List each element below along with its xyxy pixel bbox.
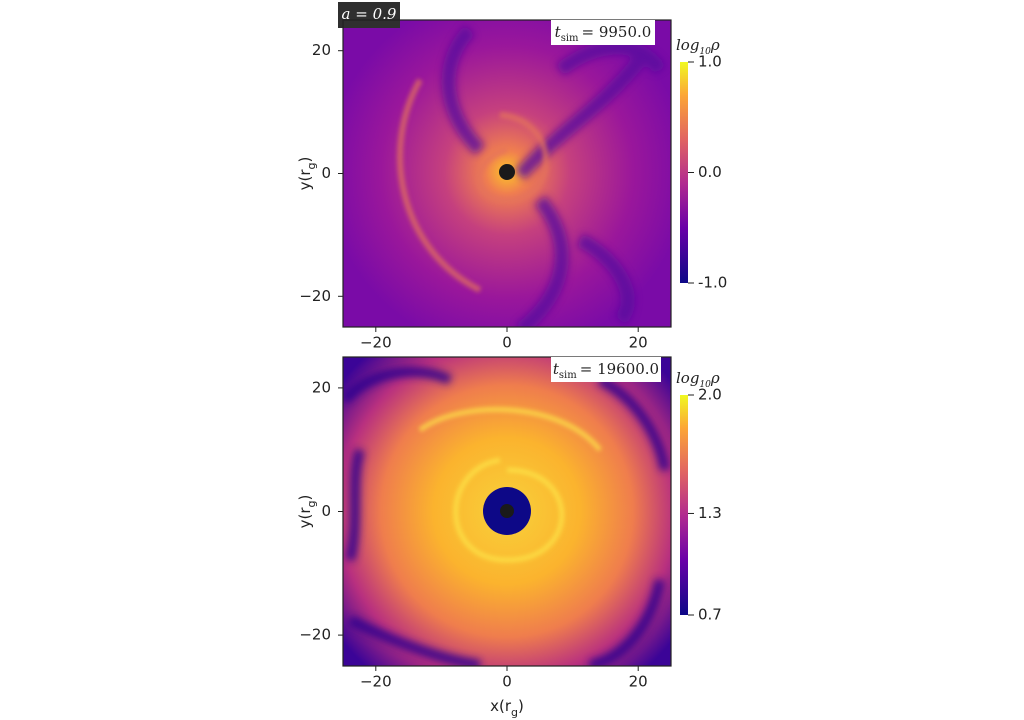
colorbar-label-part: log: [676, 369, 699, 387]
colorbar-label-sub: 10: [699, 47, 711, 57]
colorbar: [680, 395, 688, 615]
y-axis-label-part: y(r: [296, 169, 314, 191]
y-tick-label: 20: [312, 41, 331, 59]
y-axis-label-sub: g: [305, 162, 318, 169]
y-tick-label: −20: [299, 287, 331, 305]
y-tick-label: 0: [321, 164, 331, 182]
time-value: = 19600.0: [580, 360, 659, 378]
colorbar-label-part: log: [676, 36, 699, 54]
time-symbol: t: [555, 23, 562, 41]
density-map: [343, 357, 671, 666]
colorbar-tick-label: -1.0: [698, 274, 727, 292]
annotation-box: [551, 20, 655, 45]
colorbar-label-sub: 10: [699, 380, 711, 390]
time-value: = 9950.0: [582, 23, 652, 41]
colorbar-label-part: ρ: [710, 36, 720, 54]
colorbar-tick-label: 0.7: [698, 606, 722, 624]
x-tick-label: 0: [502, 673, 512, 691]
time-sub: sim: [559, 370, 577, 381]
time-label: tsim = 9950.0: [555, 23, 652, 44]
time-label: tsim = 19600.0: [553, 360, 659, 381]
x-tick-label: −20: [360, 334, 392, 352]
x-tick-label: 0: [502, 334, 512, 352]
colorbar-label-part: ρ: [710, 369, 720, 387]
colorbar-tick-label: 1.3: [698, 504, 722, 522]
x-axis-label-sub: g: [511, 706, 518, 719]
colorbar-label: log10ρ: [676, 369, 720, 390]
spin-label: a = 0.9: [342, 5, 397, 23]
annotation-box: [338, 2, 400, 28]
colorbar: [680, 62, 688, 283]
x-tick-label: −20: [360, 673, 392, 691]
colorbar-tick-label: 0.0: [698, 163, 722, 181]
x-tick-label: 20: [629, 334, 648, 352]
x-axis-label-part: x(r: [490, 697, 512, 715]
y-axis-label: y(rg): [296, 495, 318, 529]
colorbar-tick-label: 2.0: [698, 386, 722, 404]
annotation-box: [551, 357, 661, 382]
x-axis-label: x(rg): [490, 697, 524, 719]
time-symbol: t: [553, 360, 560, 378]
y-axis-label: y(rg): [296, 157, 318, 191]
time-sub: sim: [561, 33, 579, 44]
y-axis-label-part: ): [296, 157, 314, 163]
y-tick-label: −20: [299, 626, 331, 644]
x-axis-label-part: ): [518, 697, 524, 715]
colorbar-label: log10ρ: [676, 36, 720, 57]
y-axis-label-part: y(r: [296, 507, 314, 529]
x-tick-label: 20: [629, 673, 648, 691]
y-axis-label-part: ): [296, 495, 314, 501]
density-map: [343, 20, 671, 327]
colorbar-tick-label: 1.0: [698, 53, 722, 71]
y-tick-label: 0: [321, 502, 331, 520]
y-axis-label-sub: g: [305, 500, 318, 507]
y-tick-label: 20: [312, 378, 331, 396]
